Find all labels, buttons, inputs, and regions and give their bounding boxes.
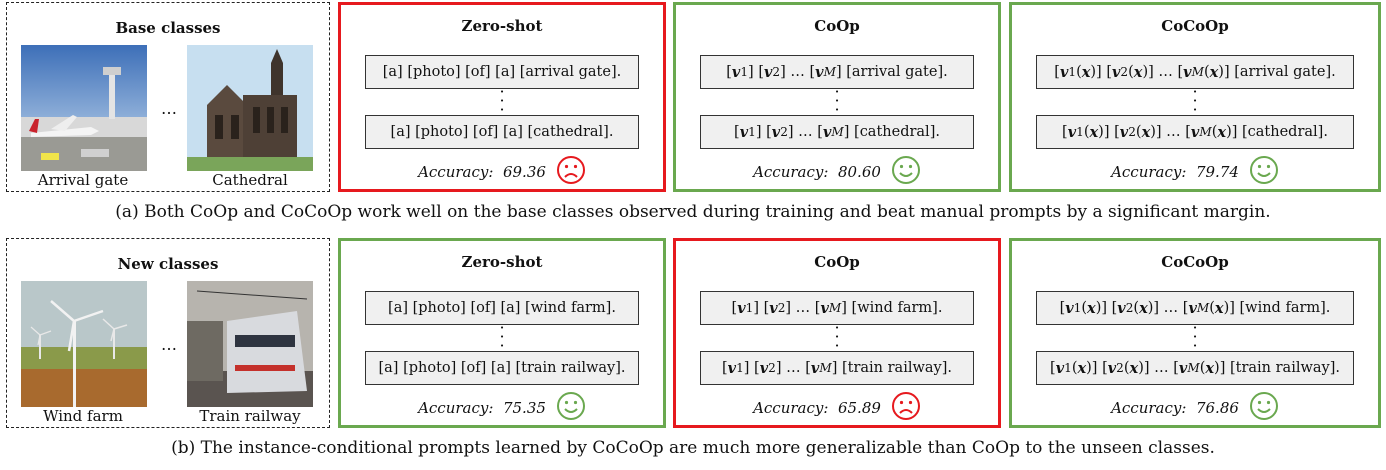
vertical-ellipsis: · · · (1192, 318, 1198, 355)
accuracy-value: 76.86 (1195, 399, 1239, 417)
figure-caption-b: (b) The instance-conditional prompts lea… (171, 438, 1215, 458)
prompt-box-bottom: [a] [photo] [of] [a] [train railway]. (365, 351, 639, 385)
prompt-class-name: [arrival gate]. (846, 64, 948, 80)
panel-title: CoCoOp (1161, 253, 1229, 271)
accuracy-value: 79.74 (1195, 163, 1239, 181)
accuracy-line: Accuracy: 79.74 (1012, 155, 1378, 189)
vertical-ellipsis: · · · (499, 318, 505, 355)
accuracy-line: Accuracy: 65.89 (676, 391, 998, 425)
vertical-ellipsis: · · · (834, 82, 840, 119)
panel-title: Zero-shot (461, 17, 543, 35)
vertical-ellipsis: · · · (1192, 82, 1198, 119)
coop-panel: CoOp [v 1] [v 2] … [v M] [wind farm]. · · · [… (673, 238, 1001, 428)
classes-ellipsis: … (161, 335, 178, 354)
wind-farm-photo (21, 281, 147, 407)
prompt-box-top: [v 1] [v 2] … [v M] [wind farm]. (700, 291, 974, 325)
accuracy-line: Accuracy: 69.36 (341, 155, 663, 189)
prompt-box-bottom: [v 1(x)] [v 2(x)] … [v M(x)] [train railway… (1036, 351, 1354, 385)
prompt-class-name: [wind farm]. (851, 300, 943, 316)
vertical-ellipsis: · · · (499, 82, 505, 119)
accuracy-value: 80.60 (837, 163, 881, 181)
accuracy-line: Accuracy: 80.60 (676, 155, 998, 189)
prompt-box-top: [v 1(x)] [v 2(x)] … [v M(x)] [wind farm]. (1036, 291, 1354, 325)
image-caption-left: Wind farm (43, 407, 123, 425)
panel-title: CoOp (814, 253, 860, 271)
accuracy-line: Accuracy: 76.86 (1012, 391, 1378, 425)
prompt-class-name: [train railway]. (841, 360, 952, 376)
cathedral-photo (187, 45, 313, 171)
prompt-class-name: [arrival gate]. (1234, 64, 1336, 80)
panel-title: CoCoOp (1161, 17, 1229, 35)
figure-caption-a: (a) Both CoOp and CoCoOp work well on th… (115, 202, 1271, 222)
image-caption-right: Train railway (199, 407, 301, 425)
prompt-box-top: [v 1] [v 2] … [v M] [arrival gate]. (700, 55, 974, 89)
prompt-class-name: [cathedral]. (1242, 124, 1328, 140)
arrival-gate-photo (21, 45, 147, 171)
accuracy-line: Accuracy: 75.35 (341, 391, 663, 425)
new-classes-box: New classes … (6, 238, 330, 428)
cocoop-panel: CoCoOp [v 1(x)] [v 2(x)] … [v M(x)] [wind f… (1009, 238, 1381, 428)
accuracy-label: Accuracy: (1111, 163, 1187, 181)
image-caption-left: Arrival gate (37, 171, 129, 189)
accuracy-value: 65.89 (837, 399, 881, 417)
classes-ellipsis: … (161, 99, 178, 118)
prompt-box-top: [a] [photo] [of] [a] [arrival gate]. (365, 55, 639, 89)
sad-face-icon (556, 155, 586, 189)
prompt-box-bottom: [v 1(x)] [v 2(x)] … [v M(x)] [cathedral]. (1036, 115, 1354, 149)
accuracy-label: Accuracy: (753, 163, 829, 181)
coop-panel: CoOp [v 1] [v 2] … [v M] [arrival gate]. · ·… (673, 2, 1001, 192)
prompt-box-top: [a] [photo] [of] [a] [wind farm]. (365, 291, 639, 325)
prompt-box-bottom: [v 1] [v 2] … [v M] [train railway]. (700, 351, 974, 385)
smiley-face-icon (1249, 155, 1279, 189)
image-caption-right: Cathedral (212, 171, 288, 189)
accuracy-label: Accuracy: (418, 163, 494, 181)
base-classes-box: Base classes … (6, 2, 330, 192)
smiley-face-icon (891, 155, 921, 189)
classes-title: New classes (117, 255, 219, 273)
prompt-box-bottom: [a] [photo] [of] [a] [cathedral]. (365, 115, 639, 149)
prompt-class-name: [train railway]. (1229, 360, 1340, 376)
cocoop-panel: CoCoOp [v 1(x)] [v 2(x)] … [v M(x)] [arriva… (1009, 2, 1381, 192)
accuracy-label: Accuracy: (418, 399, 494, 417)
train-railway-photo (187, 281, 313, 407)
panel-title: CoOp (814, 17, 860, 35)
prompt-box-top: [v 1(x)] [v 2(x)] … [v M(x)] [arrival gate]… (1036, 55, 1354, 89)
accuracy-label: Accuracy: (1111, 399, 1187, 417)
prompt-class-name: [wind farm]. (1239, 300, 1331, 316)
prompt-box-bottom: [v 1] [v 2] … [v M] [cathedral]. (700, 115, 974, 149)
accuracy-label: Accuracy: (753, 399, 829, 417)
panel-title: Zero-shot (461, 253, 543, 271)
smiley-face-icon (1249, 391, 1279, 425)
smiley-face-icon (556, 391, 586, 425)
vertical-ellipsis: · · · (834, 318, 840, 355)
prompt-class-name: [cathedral]. (854, 124, 940, 140)
accuracy-value: 69.36 (502, 163, 546, 181)
classes-title: Base classes (115, 19, 221, 37)
accuracy-value: 75.35 (502, 399, 546, 417)
zero-shot-panel: Zero-shot [a] [photo] [of] [a] [wind far… (338, 238, 666, 428)
sad-face-icon (891, 391, 921, 425)
zero-shot-panel: Zero-shot [a] [photo] [of] [a] [arrival … (338, 2, 666, 192)
